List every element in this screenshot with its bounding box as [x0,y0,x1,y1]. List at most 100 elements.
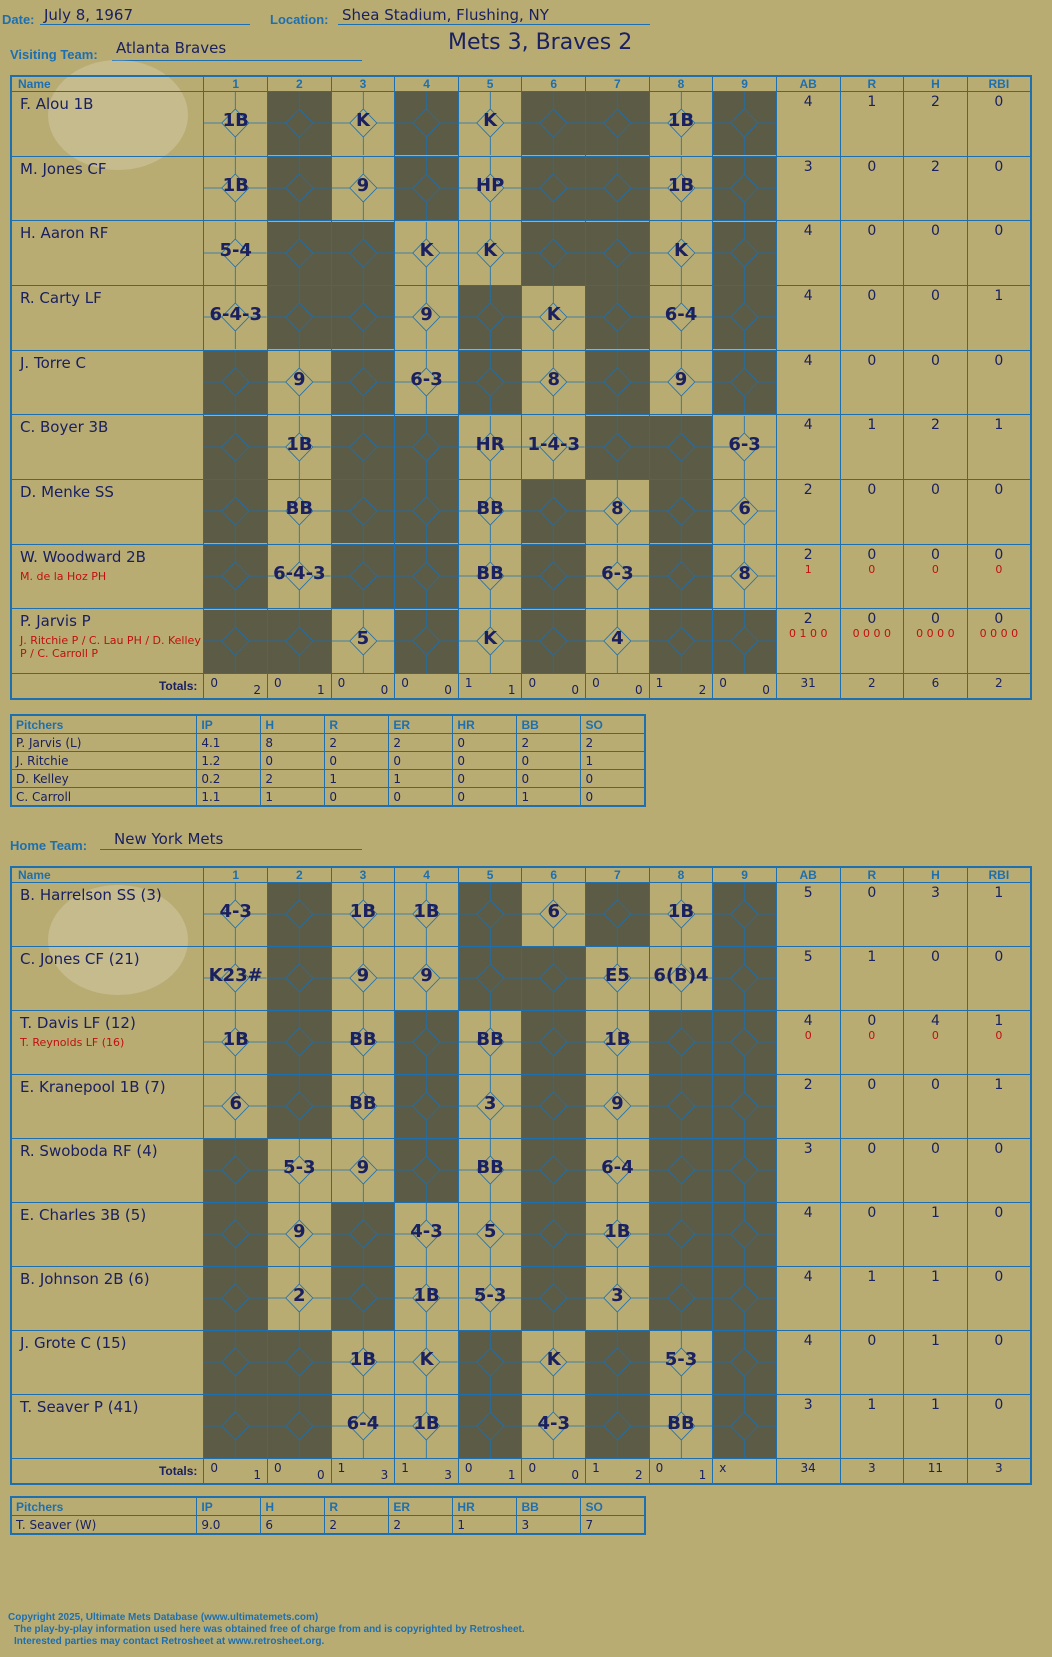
pitcher-header: HR [452,714,518,734]
inning-cell: 1B [203,91,269,157]
inning-runs: 0 [464,1461,473,1475]
inning-cell [521,91,587,157]
at-bat-result: 8 [738,562,751,584]
at-bat-box [713,92,776,156]
pitcher-header: BB [516,714,582,734]
batter-name: D. Menke SS [20,482,114,501]
at-bat-result: 9 [674,368,688,390]
batter-row: E. Kranepool 1B (7) 6 BB 3 9 2 0 0 1 [10,1074,1032,1139]
pitcher-name: P. Jarvis (L) [10,733,198,752]
batter-name-cell: C. Jones CF (21) [10,946,205,1011]
inning-runs: 0 [528,676,537,690]
at-bat-box [586,1395,649,1458]
inning-cell: BB [330,1010,396,1075]
inning-hits: 2 [635,1468,643,1482]
inning-cell [330,1202,396,1267]
inning-cell [457,1330,523,1395]
at-bat-box: 1B [586,1011,649,1074]
stat-r-value: 1 [867,1269,877,1285]
stat-h: 0 [903,1074,968,1139]
at-bat-result: 9 [356,174,370,196]
inning-cell [585,220,650,286]
at-bat-box [268,286,331,350]
at-bat-result: 1B [413,1285,440,1306]
at-bat-box: K [522,286,586,350]
inning-cell: 1B [330,882,396,947]
pitcher-stat: 2 [260,769,326,788]
batter-name: W. Woodward 2B [20,547,146,566]
at-bat-result: BB [476,498,504,520]
inning-cell: 1B [648,155,714,222]
at-bat-box: K [458,92,522,156]
pitcher-header: SO [580,714,646,734]
stat-h: 1 [903,1394,968,1459]
at-bat-result: 6 [547,901,561,922]
inning-header-4: 4 [394,75,459,92]
at-bat-result: 4-3 [410,1221,443,1242]
batter-name-cell: C. Boyer 3B [10,414,205,480]
inning-cell [457,882,523,947]
pitcher-stat: 1 [516,787,582,807]
at-bat-box [586,92,649,156]
stat-ab-value: 2 [803,611,813,628]
inning-cell: 1B [648,91,714,157]
at-bat-result: 1B [222,1029,249,1050]
stat-r: 0 [839,1074,905,1139]
at-bat-box [649,480,713,544]
at-bat-box: 6 [713,480,776,544]
at-bat-result: HP [476,174,505,196]
inning-cell [648,1138,714,1203]
inning-cell: 5-4 [203,220,269,286]
stat-header-r: R [839,75,905,92]
stat-r: 0 [839,478,905,545]
at-bat-box [204,350,268,414]
inning-cell [712,220,777,286]
at-bat-result: 5-3 [283,1157,316,1178]
at-bat-box: 5-3 [458,1267,522,1330]
stat-rbi: 1 [966,882,1032,947]
footer-line-2: The play-by-play information used here w… [14,1624,525,1635]
visitor-pitchers-table: Pitchers IP H R ER HR BB SO P. Jarvis (L) 4.1 8 2 2 0… [10,714,646,807]
stat-r-value: 1 [867,949,877,965]
at-bat-box [522,1075,586,1138]
pitcher-row: T. Seaver (W) 9.0 6 2 2 1 3 7 [10,1515,646,1535]
batter-name-cell: B. Harrelson SS (3) [10,882,205,947]
at-bat-result: 2 [293,1285,306,1306]
stat-r-value: 0 [867,1333,877,1349]
pitcher-stat: 1 [452,1515,518,1535]
stat-h-value: 1 [930,1269,940,1285]
inning-cell [521,155,587,222]
stat-ab: 4 [775,91,841,157]
inning-cell [648,478,714,545]
at-bat-box: 1B [204,92,268,156]
inning-cell [394,414,459,480]
batter-row: T. Davis LF (12) T. Reynolds LF (16) 1B BB B… [10,1010,1032,1075]
stat-header-rbi: RBI [966,75,1032,92]
batter-row: H. Aaron RF 5-4 K K K 4 0 0 0 [10,220,1032,286]
inning-cell: HP [457,155,523,222]
at-bat-box: 9 [331,1139,395,1202]
at-bat-box [586,350,649,414]
at-bat-box [204,1331,268,1394]
stat-rbi-value: 0 [994,546,1004,563]
pitcher-stat: 1.2 [196,751,262,770]
stat-r: 1 [839,1394,905,1459]
total-stat: 6 [903,673,968,700]
inning-cell [585,1394,650,1459]
inning-cell [521,543,587,610]
stat-rbi-value: 0 [994,1397,1004,1413]
inning-cell [330,220,396,286]
batter-name: C. Jones CF (21) [20,950,140,968]
inning-hits: 2 [698,683,707,697]
pitcher-header: Pitchers [10,1496,198,1516]
stat-h-value: 1 [930,1205,940,1221]
total-stat: 3 [839,1458,905,1485]
inning-cell: BB [267,478,332,545]
